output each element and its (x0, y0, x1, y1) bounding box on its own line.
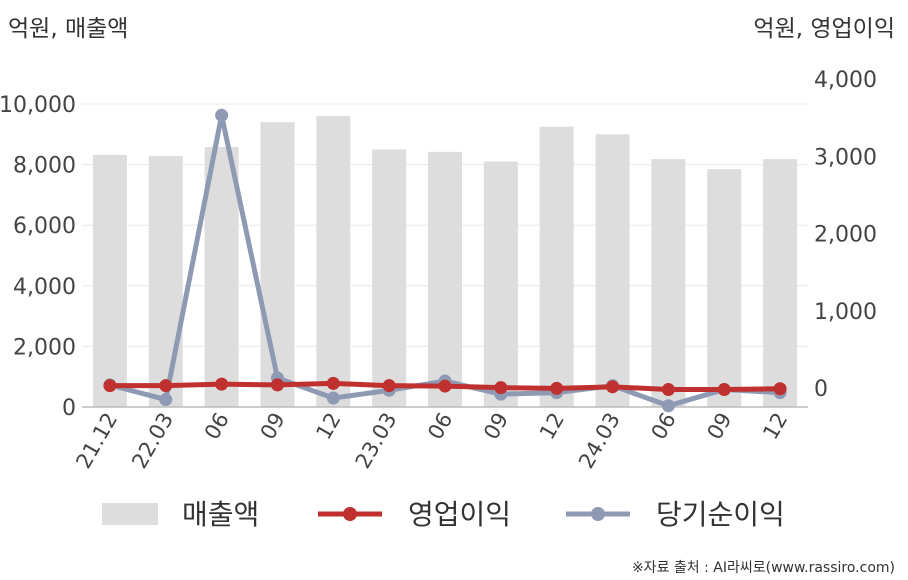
right-axis-ticks: 0 1,000 2,000 3,000 4,000 (814, 68, 877, 402)
data-point (661, 399, 675, 413)
data-point (773, 382, 787, 396)
data-point (270, 378, 284, 392)
bar (372, 149, 407, 407)
bar (763, 159, 798, 407)
legend: 매출액 영업이익 당기순이익 (102, 498, 785, 531)
x-tick-label: 12 (311, 409, 345, 444)
left-axis-unit: 억원, 매출액 (8, 16, 128, 42)
data-point (661, 383, 675, 397)
right-tick-label: 0 (814, 377, 828, 402)
x-tick-label: 06 (423, 409, 457, 444)
bar (539, 126, 574, 407)
data-point (103, 379, 117, 393)
legend-swatch-marker (343, 507, 357, 521)
source-note: ※자료 출처 : AI라씨로(www.rassiro.com) (632, 560, 895, 576)
data-point (382, 379, 396, 393)
left-tick-label: 10,000 (0, 93, 76, 118)
data-point (215, 377, 229, 391)
left-tick-label: 4,000 (13, 275, 76, 300)
x-axis-ticks: 21.12 22.03 06 09 12 23.03 06 09 12 24.03 06 09 12 (71, 409, 792, 473)
x-tick-label: 09 (702, 409, 736, 444)
data-point (550, 381, 564, 395)
bar (316, 116, 351, 408)
right-axis-unit: 억원, 영업이익 (753, 16, 895, 42)
x-tick-label: 09 (256, 409, 290, 444)
x-tick-label: 22.03 (127, 409, 178, 473)
data-point (215, 108, 229, 122)
bar (204, 147, 239, 407)
x-tick-label: 12 (535, 409, 569, 444)
right-tick-label: 1,000 (814, 300, 877, 325)
x-tick-label: 24.03 (574, 409, 625, 473)
legend-swatch-marker (591, 507, 605, 521)
left-tick-label: 8,000 (13, 154, 76, 179)
right-tick-label: 3,000 (814, 145, 877, 170)
bar (92, 154, 127, 407)
x-tick-label: 23.03 (351, 409, 402, 473)
legend-label: 매출액 (182, 498, 259, 531)
x-tick-label: 12 (758, 409, 792, 444)
left-tick-label: 6,000 (13, 214, 76, 239)
x-tick-label: 06 (200, 409, 234, 444)
x-tick-label: 21.12 (71, 409, 122, 473)
bar (428, 151, 462, 407)
data-point (717, 383, 731, 397)
bar (483, 161, 518, 407)
left-tick-label: 2,000 (13, 335, 76, 360)
data-point (606, 380, 620, 394)
right-tick-label: 4,000 (814, 68, 877, 93)
legend-label: 영업이익 (408, 498, 511, 531)
right-tick-label: 2,000 (814, 223, 877, 248)
data-point (326, 376, 340, 390)
data-point (494, 381, 508, 395)
legend-label: 당기순이익 (656, 498, 785, 531)
bar (651, 159, 686, 407)
bar (148, 156, 183, 407)
bar (595, 134, 630, 408)
bar-series (92, 116, 798, 408)
legend-swatch-bar (102, 503, 158, 525)
bar (260, 122, 295, 408)
left-axis-ticks: 0 2,000 4,000 6,000 8,000 10,000 (0, 93, 76, 421)
left-tick-label: 0 (62, 396, 76, 421)
line-series (103, 108, 787, 413)
data-point (326, 391, 340, 405)
data-point (159, 393, 173, 407)
data-point (159, 379, 173, 393)
bar (707, 169, 742, 407)
x-tick-label: 09 (479, 409, 513, 444)
data-point (438, 379, 452, 393)
x-tick-label: 06 (647, 409, 681, 444)
